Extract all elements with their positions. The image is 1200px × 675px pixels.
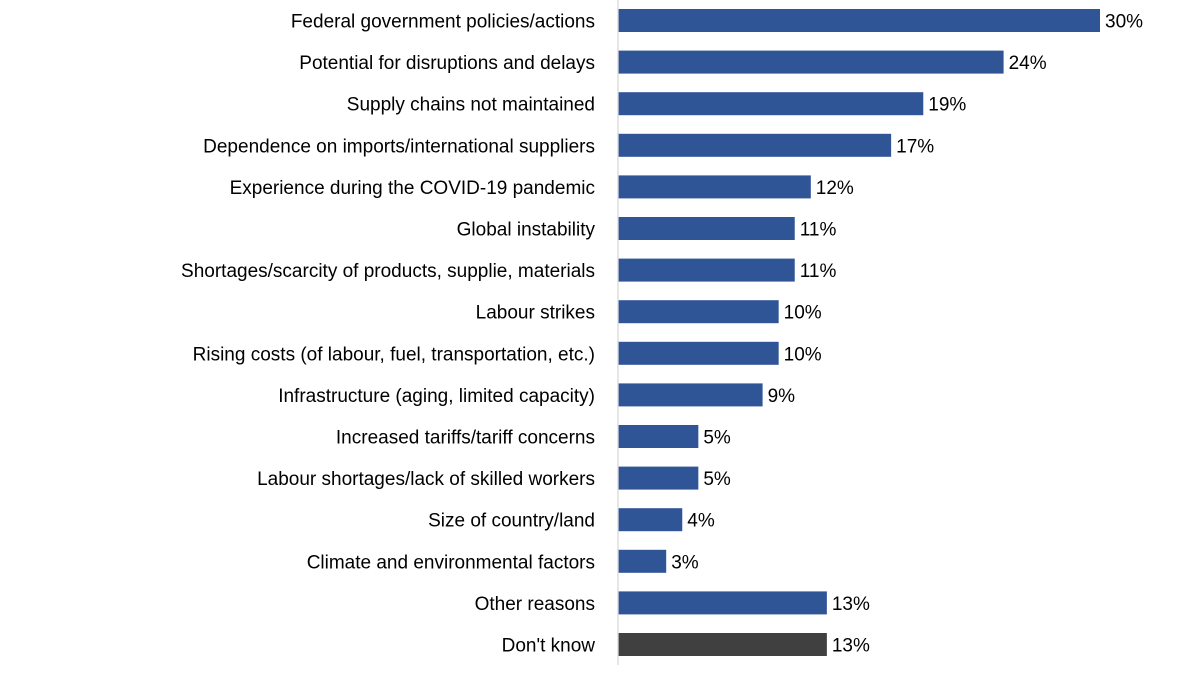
category-label: Increased tariffs/tariff concerns <box>336 428 595 449</box>
bar <box>618 133 892 157</box>
data-label: 10% <box>784 303 822 324</box>
data-label: 11% <box>800 261 837 282</box>
category-label: Rising costs (of labour, fuel, transport… <box>193 344 595 365</box>
category-label: Federal government policies/actions <box>291 12 595 33</box>
bar <box>618 258 795 282</box>
data-label: 13% <box>832 636 870 657</box>
category-label: Climate and environmental factors <box>307 552 595 573</box>
bar <box>618 175 811 199</box>
bar <box>618 300 779 324</box>
bar <box>618 549 667 573</box>
bar <box>618 217 795 240</box>
data-label: 5% <box>703 428 731 449</box>
category-label: Global instability <box>457 220 596 241</box>
bar <box>618 341 779 365</box>
data-label: 30% <box>1105 12 1143 33</box>
data-label: 3% <box>671 552 699 573</box>
bar <box>618 92 924 116</box>
category-label: Size of country/land <box>428 511 595 532</box>
bar <box>618 425 699 448</box>
data-label: 9% <box>768 386 796 407</box>
category-label: Shortages/scarcity of products, supplie,… <box>181 261 595 282</box>
bar <box>618 591 827 615</box>
bar <box>618 633 827 656</box>
category-label: Supply chains not maintained <box>347 95 595 116</box>
bar <box>618 50 1004 74</box>
bar <box>618 383 763 407</box>
data-label: 5% <box>703 469 731 490</box>
data-label: 12% <box>816 178 854 199</box>
bar <box>618 508 683 532</box>
category-label: Don't know <box>502 636 596 657</box>
bar <box>618 9 1100 32</box>
category-label: Experience during the COVID-19 pandemic <box>230 178 595 199</box>
data-label: 19% <box>928 95 966 116</box>
category-label: Other reasons <box>475 594 595 615</box>
category-label: Potential for disruptions and delays <box>299 53 595 74</box>
data-label: 17% <box>896 136 934 157</box>
category-label: Labour shortages/lack of skilled workers <box>257 469 595 490</box>
data-label: 4% <box>687 511 715 532</box>
data-label: 13% <box>832 594 870 615</box>
data-label: 11% <box>800 220 837 241</box>
category-label: Labour strikes <box>476 303 595 324</box>
bar <box>618 466 699 490</box>
data-label: 10% <box>784 344 822 365</box>
category-label: Infrastructure (aging, limited capacity) <box>278 386 595 407</box>
category-label: Dependence on imports/international supp… <box>203 136 595 157</box>
data-label: 24% <box>1009 53 1047 74</box>
